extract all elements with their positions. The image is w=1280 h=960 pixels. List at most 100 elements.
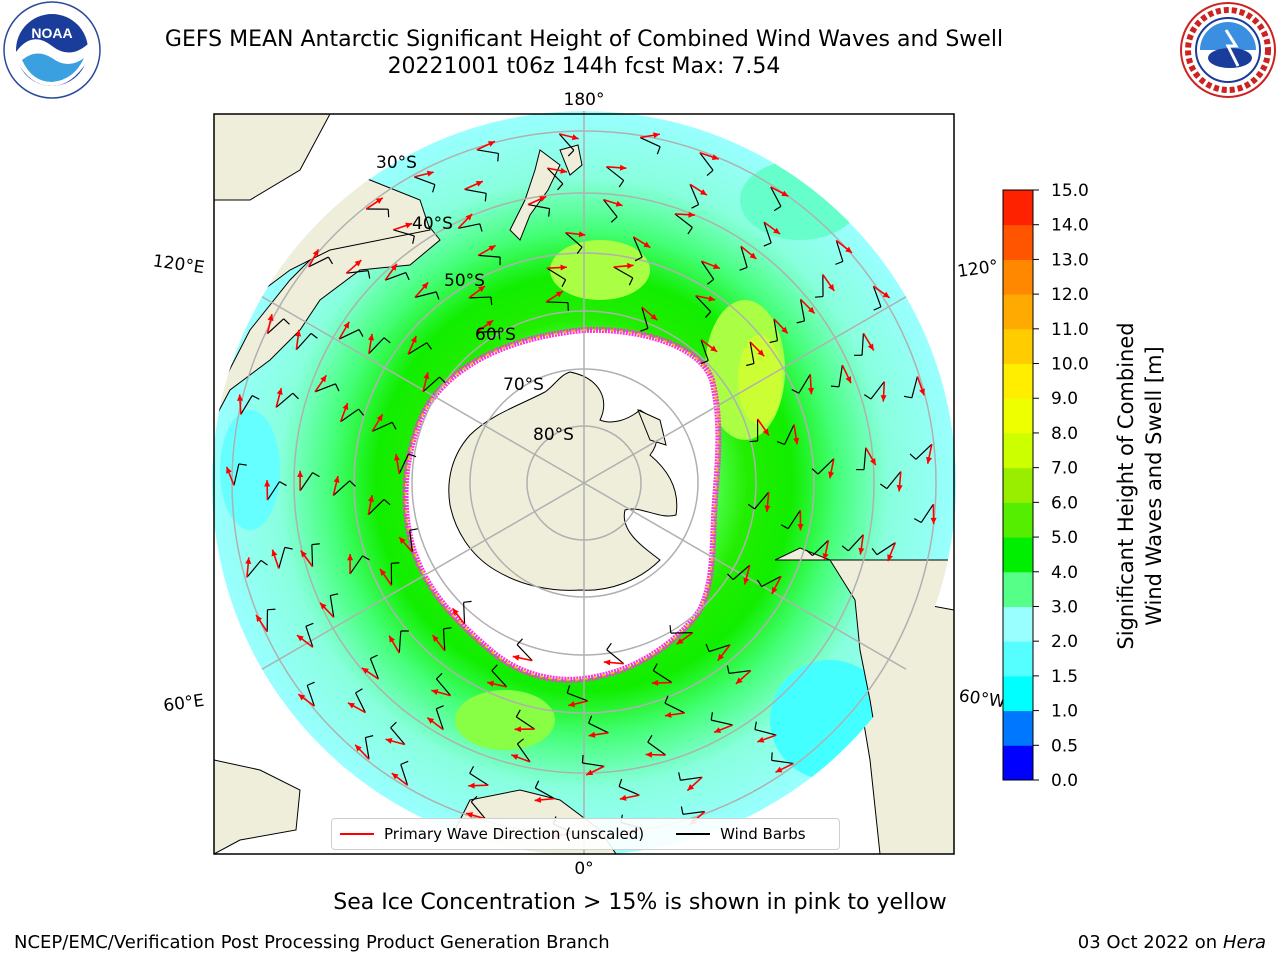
colorbar-bin (1003, 190, 1033, 226)
vector-marker (487, 664, 508, 688)
lat-label-70s: 70°S (503, 375, 544, 395)
vector-marker (603, 642, 625, 666)
sea-ice-note: Sea Ice Concentration > 15% is shown in … (333, 890, 947, 915)
vector-marker (468, 285, 493, 306)
colorbar-tick-label: 8.0 (1051, 424, 1078, 444)
colorbar-tick-label: 6.0 (1051, 493, 1078, 513)
vector-marker (606, 164, 627, 188)
lat-label-30s: 30°S (376, 153, 417, 173)
colorbar-tick-label: 14.0 (1051, 216, 1089, 236)
vector-marker (913, 503, 937, 525)
vector-marker (871, 542, 897, 562)
colorbar-tick-label: 12.0 (1051, 285, 1089, 305)
legend-wind-label: Wind Barbs (720, 825, 806, 843)
vector-marker (534, 780, 555, 803)
lon-label-0: 0° (574, 859, 593, 879)
lon-label-60w: 60°W (958, 686, 1007, 712)
vector-marker (297, 470, 320, 492)
vector-marker (338, 321, 364, 340)
vector-marker (863, 381, 887, 402)
colorbar-bin (1003, 328, 1033, 365)
colorbar-tick-label: 9.0 (1051, 389, 1078, 409)
colorbar-bin (1003, 641, 1033, 677)
vector-marker (339, 402, 365, 423)
vector-marker (700, 260, 721, 285)
vector-marker (457, 213, 483, 232)
vector-marker (640, 306, 658, 332)
colorbar-bin (1003, 224, 1033, 260)
lat-label-50s: 50°S (444, 271, 485, 291)
colorbar-tick-label: 10.0 (1051, 355, 1089, 375)
graticule (212, 111, 956, 855)
vector-marker (674, 211, 695, 235)
vector-marker (407, 335, 432, 355)
vector-marker (780, 510, 804, 531)
vector-marker (669, 625, 694, 645)
credit-line: NCEP/EMC/Verification Post Processing Pr… (14, 932, 610, 953)
vector-marker (739, 245, 757, 271)
vector-marker (903, 376, 925, 399)
vector-marker (392, 222, 415, 244)
colorbar-tick-label: 1.0 (1051, 702, 1078, 722)
colorbar-tick-label: 0.5 (1051, 736, 1078, 756)
colorbar-frame (1002, 189, 1034, 781)
vector-marker (527, 195, 551, 217)
date-text: 03 Oct 2022 on (1077, 932, 1218, 953)
vector-marker (297, 681, 315, 707)
vector-marker (476, 319, 501, 340)
vector-marker (664, 695, 685, 718)
nws-logo (1180, 2, 1276, 98)
vector-marker (872, 285, 891, 311)
legend-wave-line (340, 833, 374, 835)
vector-marker (431, 672, 452, 697)
vector-marker (394, 453, 417, 475)
svg-text:NOAA: NOAA (31, 25, 72, 41)
vector-marker (806, 539, 830, 561)
vector-marker (700, 339, 718, 365)
map-legend: Primary Wave Direction (unscaled) Wind B… (331, 818, 840, 850)
vector-marker (546, 264, 567, 288)
legend-wind: Wind Barbs (676, 825, 806, 843)
colorbar-bin (1003, 675, 1033, 712)
vector-marker (678, 772, 703, 792)
lat-label-40s: 40°S (412, 214, 453, 234)
vector-marker (314, 374, 340, 393)
lon-label-60e: 60°E (162, 691, 205, 716)
vector-marker (854, 332, 875, 356)
vector-marker (770, 186, 789, 212)
colorbar-bin (1003, 259, 1033, 295)
vector-marker (332, 475, 356, 496)
vector-marker (365, 197, 390, 218)
vector-marker (581, 755, 605, 776)
vector-layer (225, 132, 937, 839)
vector-marker (296, 622, 314, 648)
vector-marker (841, 534, 865, 555)
vector-marker (632, 236, 651, 262)
vector-marker (830, 364, 852, 388)
vector-marker (747, 491, 771, 513)
vector-marker (514, 709, 535, 733)
vector-marker (835, 239, 853, 265)
colorbar-bin (1003, 710, 1033, 746)
vector-marker (756, 575, 782, 595)
vector-marker (879, 471, 903, 492)
vector-marker (749, 418, 770, 443)
vector-marker (763, 221, 781, 247)
vector-marker (431, 627, 452, 652)
legend-wave-label: Primary Wave Direction (unscaled) (384, 825, 645, 843)
lat-label-60s: 60°S (475, 325, 516, 345)
host-text: Hera (1222, 932, 1266, 953)
lon-label-120w: 120° (956, 257, 999, 283)
vector-marker (477, 244, 501, 266)
colorbar-title-line2: Wind Waves and Swell [m] (1142, 346, 1166, 626)
vector-marker (414, 170, 436, 193)
vector-marker (726, 665, 752, 685)
vector-marker (512, 638, 533, 662)
colorbar-tick-label: 13.0 (1051, 250, 1089, 270)
vector-marker (414, 281, 440, 300)
vector-marker (368, 333, 391, 355)
colorbar-title: Significant Height of Combined Wind Wave… (1112, 276, 1168, 696)
vector-marker (379, 562, 400, 586)
vector-marker (771, 752, 794, 774)
